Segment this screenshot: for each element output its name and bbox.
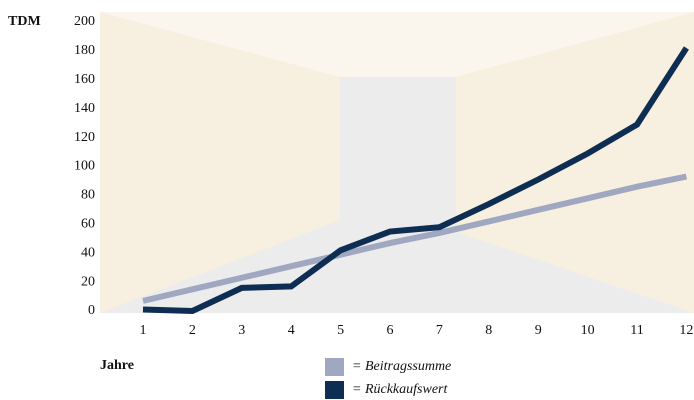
y-tick-label: 0: [88, 303, 95, 318]
x-axis-title: Jahre: [100, 358, 134, 373]
x-tick-label: 2: [189, 323, 196, 338]
y-tick-label: 60: [81, 217, 95, 232]
y-tick-label: 200: [74, 14, 95, 29]
x-tick-label: 6: [387, 323, 394, 338]
legend-label: = Beitragssumme: [352, 359, 451, 374]
y-tick-label: 160: [74, 72, 95, 87]
x-tick-label: 3: [238, 323, 245, 338]
x-tick-label: 10: [581, 323, 595, 338]
y-tick-label: 100: [74, 159, 95, 174]
x-tick-label: 12: [679, 323, 693, 338]
x-tick-label: 7: [436, 323, 443, 338]
room-background: [100, 12, 694, 313]
x-tick-label: 4: [288, 323, 295, 338]
legend-label: = Rückkaufswert: [352, 382, 448, 397]
x-tick-label: 9: [535, 323, 542, 338]
x-tick-label: 8: [485, 323, 492, 338]
legend-swatch: [325, 381, 344, 399]
x-tick-label: 5: [337, 323, 344, 338]
y-tick-label: 20: [81, 274, 95, 289]
y-tick-label: 180: [74, 43, 95, 58]
y-axis-title: TDM: [8, 14, 41, 29]
x-tick-label: 11: [630, 323, 643, 338]
y-tick-label: 40: [81, 245, 95, 260]
y-tick-label: 80: [81, 188, 95, 203]
chart: TDM Jahre 020406080100120140160180200123…: [0, 0, 694, 400]
y-tick-label: 120: [74, 130, 95, 145]
x-tick-label: 1: [140, 323, 147, 338]
legend-swatch: [325, 358, 344, 376]
y-tick-label: 140: [74, 101, 95, 116]
